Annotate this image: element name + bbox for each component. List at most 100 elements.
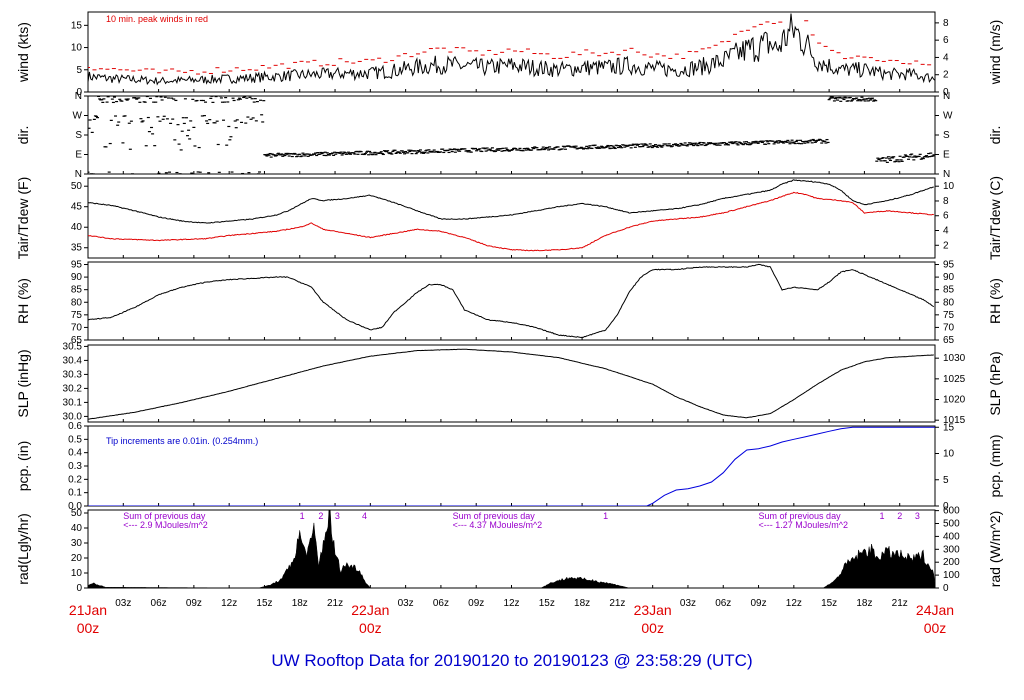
rad-annotation: Sum of previous day	[453, 511, 536, 521]
ytick-label-right: 200	[943, 557, 960, 568]
xtick-label: 18z	[292, 598, 308, 609]
panel-frame	[87, 11, 936, 93]
xtick-label: 21z	[892, 598, 908, 609]
ytick-label-right: 8	[943, 18, 949, 29]
ytick-label: 35	[71, 243, 83, 254]
xtick-label: 06z	[151, 598, 167, 609]
ytick-label-right: 1020	[943, 395, 966, 406]
panel-frame	[87, 344, 936, 423]
xtick-label: 03z	[115, 598, 131, 609]
xtick-label: 09z	[750, 598, 766, 609]
ytick-label-right: 2	[943, 240, 949, 251]
ytick-label: N	[75, 91, 82, 102]
ytick-label: 10	[71, 43, 83, 54]
panel-slp: SLP (inHg) SLP (hPa) 30.0 30.1 30.2 30.3 30.4 3…	[15, 341, 1003, 426]
xtick-label: 12z	[786, 598, 802, 609]
ytick-label: 0.5	[68, 434, 82, 445]
ytick-label: 80	[71, 297, 83, 308]
panel-rad: rad(Lgly/hr) rad (W/m^2)01020304050010020…	[15, 506, 1003, 594]
series-tair	[88, 179, 934, 224]
ytick-label: 30.5	[63, 341, 83, 352]
ytick-label: 20	[71, 553, 83, 564]
ytick-label-right: 0	[943, 583, 949, 594]
ytick-label: 10	[71, 568, 83, 579]
xtick-label: 09z	[468, 598, 484, 609]
ytick-label-right: 6	[943, 211, 949, 222]
xtick-label: 06z	[433, 598, 449, 609]
panel-pcp: pcp. (in) pcp. (mm) 0.0 0.1 0.2 0.3 0.4 0.5 0.6 0…	[15, 421, 1003, 512]
ytick-label-right: 65	[943, 335, 955, 346]
date-sublabel: 00z	[641, 620, 664, 636]
ytick-label-right: 600	[943, 506, 960, 517]
rad-marker: 3	[915, 511, 920, 521]
ytick-label: 50	[71, 181, 83, 192]
ytick-label-right: 80	[943, 297, 955, 308]
xtick-label: 03z	[398, 598, 414, 609]
ytick-label-right: 15	[943, 422, 955, 433]
ytick-label: 45	[71, 202, 83, 213]
series-radiation	[88, 510, 935, 588]
ylabel-left: pcp. (in)	[15, 441, 31, 492]
ytick-label-right: 4	[943, 226, 949, 237]
series-tdew	[88, 191, 934, 252]
ylabel-left: rad(Lgly/hr)	[15, 513, 31, 585]
ytick-label-right: 95	[943, 260, 955, 271]
ylabel-right: wind (m/s)	[987, 20, 1003, 86]
panel-frame	[87, 95, 936, 175]
rad-annotation: Sum of previous day	[759, 511, 842, 521]
series-peak-wind	[88, 20, 932, 75]
ytick-label-right: S	[943, 130, 950, 141]
ytick-label-right: N	[943, 169, 950, 180]
xtick-label: 03z	[680, 598, 696, 609]
date-label: 23Jan	[634, 602, 672, 618]
ytick-label: 85	[71, 285, 83, 296]
ytick-label: 0.4	[68, 448, 82, 459]
ytick-label-right: E	[943, 150, 950, 161]
ytick-label: 70	[71, 322, 83, 333]
ytick-label: 0.1	[68, 488, 82, 499]
xtick-label: 09z	[186, 598, 202, 609]
xtick-label: 21z	[327, 598, 343, 609]
xtick-label: 15z	[256, 598, 272, 609]
ytick-label: 95	[71, 260, 83, 271]
ytick-label: 0.6	[68, 421, 82, 432]
ytick-label: 5	[76, 65, 82, 76]
series-pcp	[88, 426, 935, 506]
series-rh	[88, 263, 935, 339]
rad-marker: 1	[300, 511, 305, 521]
date-sublabel: 00z	[924, 620, 947, 636]
date-sublabel: 00z	[359, 620, 382, 636]
ytick-label-right: 1030	[943, 353, 966, 364]
rad-marker: 3	[335, 511, 340, 521]
ytick-label: 30	[71, 538, 83, 549]
rad-marker: 2	[897, 511, 902, 521]
ylabel-left: Tair/Tdew (F)	[15, 177, 31, 259]
ylabel-right: dir.	[987, 126, 1003, 145]
xtick-label: 06z	[715, 598, 731, 609]
xtick-label: 12z	[503, 598, 519, 609]
ytick-label-right: 300	[943, 544, 960, 555]
ylabel-right: SLP (hPa)	[987, 351, 1003, 415]
ytick-label: 30.4	[63, 355, 83, 366]
ylabel-left: dir.	[15, 126, 31, 145]
rad-marker: 1	[880, 511, 885, 521]
panel-dir: dir. dir.N NE ES SW WN N	[15, 91, 1003, 180]
ytick-label: 30.3	[63, 369, 83, 380]
ytick-label: 40	[71, 523, 83, 534]
ytick-label-right: 1015	[943, 415, 966, 426]
xtick-label: 18z	[574, 598, 590, 609]
ytick-label-right: 0	[943, 501, 949, 512]
xtick-label: 18z	[856, 598, 872, 609]
xtick-label: 15z	[821, 598, 837, 609]
panel-temp: Tair/Tdew (F) Tair/Tdew (C) 35 40 45 50 2 4 6 8 10	[15, 176, 1003, 260]
ylabel-left: SLP (inHg)	[15, 349, 31, 417]
ytick-label: 0.0	[68, 501, 82, 512]
ytick-label-right: 6	[943, 35, 949, 46]
ytick-label-right: 70	[943, 322, 955, 333]
ytick-label: 30.0	[63, 411, 83, 422]
ytick-label-right: 5	[943, 475, 949, 486]
rad-marker: 1	[603, 511, 608, 521]
ylabel-right: rad (W/m^2)	[987, 511, 1003, 588]
